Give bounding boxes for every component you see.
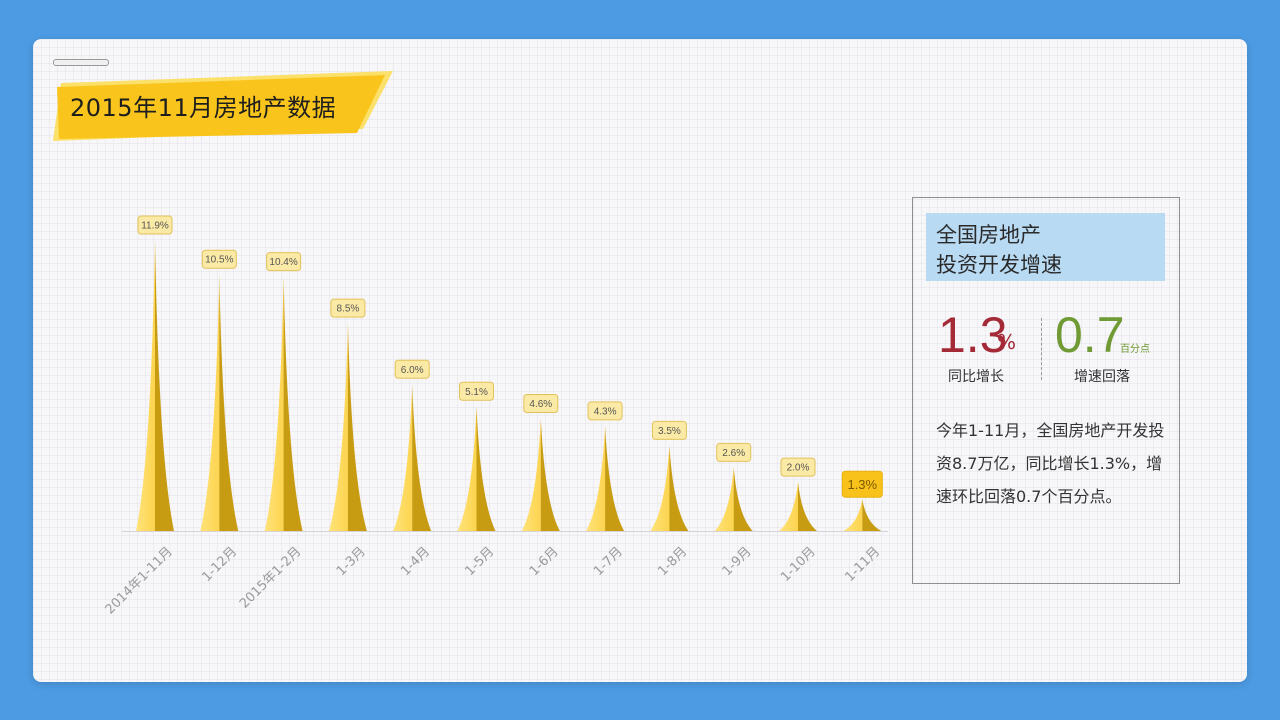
data-label-7: 4.6% — [529, 399, 552, 410]
bar-right-12 — [862, 499, 882, 531]
panel-heading-box — [926, 213, 1165, 281]
data-label-box-4 — [330, 298, 366, 318]
data-label-box-3 — [266, 252, 302, 272]
data-label-box-5 — [394, 359, 430, 379]
bar-right-6 — [476, 406, 496, 531]
data-label-box-11 — [780, 457, 816, 477]
bar-left-9 — [650, 445, 670, 531]
x-tick-label-1: 2014年1-11月 — [103, 544, 176, 617]
bar-chart: 11.9% 2014年1-11月 10.5% 1-12月 10.4% 2015年1-2月 8… — [103, 215, 888, 617]
data-label-box-2 — [201, 249, 237, 269]
summary-description: 今年1-11月，全国房地产开发投资8.7万亿，同比增长1.3%，增速环比回落0.… — [936, 421, 1165, 506]
bar-left-2 — [200, 274, 220, 531]
bar-right-1 — [155, 240, 174, 531]
data-label-3: 10.4% — [269, 257, 297, 268]
data-label-1: 11.9% — [141, 221, 169, 232]
data-label-11: 2.0% — [787, 463, 810, 474]
bar-left-8 — [586, 425, 606, 531]
bar-left-1 — [136, 240, 155, 531]
data-label-box-8 — [587, 401, 623, 421]
data-label-2: 10.5% — [205, 255, 233, 266]
stat-divider — [1041, 318, 1042, 380]
x-tick-label-12: 1-11月 — [842, 544, 883, 585]
x-tick-label-4: 1-3月 — [334, 544, 369, 579]
page-title: 2015年11月房地产数据 — [70, 94, 337, 122]
data-label-8: 4.3% — [594, 406, 617, 417]
data-label-box-9 — [651, 420, 687, 440]
data-label-10: 2.6% — [722, 448, 745, 459]
x-tick-label-11: 1-10月 — [778, 544, 819, 585]
x-tick-label-8: 1-7月 — [591, 544, 626, 579]
bar-right-10 — [733, 467, 753, 531]
data-label-12: 1.3% — [847, 477, 877, 492]
x-tick-label-6: 1-5月 — [463, 544, 498, 579]
bar-left-11 — [779, 482, 798, 531]
yoy-growth-value: 1.3 — [938, 307, 1008, 363]
data-label-box-12 — [841, 470, 883, 498]
data-label-5: 6.0% — [401, 365, 424, 376]
growth-decline-label: 增速回落 — [1074, 369, 1130, 385]
data-label-9: 3.5% — [658, 426, 681, 437]
bar-left-3 — [264, 276, 284, 531]
bar-left-10 — [714, 467, 734, 531]
content-card — [33, 39, 1247, 682]
x-tick-label-9: 1-8月 — [655, 544, 690, 579]
bar-left-6 — [457, 406, 477, 531]
bar-right-8 — [605, 425, 625, 531]
bar-right-7 — [540, 418, 560, 531]
growth-decline-value: 0.7 — [1055, 307, 1125, 363]
x-tick-label-10: 1-9月 — [720, 544, 755, 579]
bar-right-5 — [412, 384, 432, 531]
x-tick-label-5: 1-4月 — [398, 544, 433, 579]
yoy-growth-unit: % — [997, 330, 1017, 354]
data-label-box-6 — [459, 381, 494, 401]
x-tick-label-7: 1-6月 — [527, 544, 562, 579]
data-label-6: 5.1% — [465, 387, 488, 398]
x-tick-label-3: 2015年1-2月 — [237, 544, 304, 611]
panel-heading-line2: 投资开发增速 — [936, 253, 1062, 277]
data-label-box-7 — [523, 394, 559, 414]
bar-left-4 — [328, 323, 348, 531]
bar-left-7 — [521, 418, 541, 531]
data-label-4: 8.5% — [337, 304, 360, 315]
data-label-box-10 — [716, 442, 752, 462]
title-banner — [53, 71, 393, 141]
growth-decline-unit: 百分点 — [1120, 344, 1150, 355]
yoy-growth-label: 同比增长 — [948, 369, 1004, 385]
drag-handle — [53, 59, 109, 66]
data-label-box-1 — [137, 215, 173, 235]
summary-panel — [912, 197, 1180, 584]
bar-right-11 — [798, 482, 817, 531]
bar-left-12 — [843, 499, 863, 531]
bar-right-9 — [669, 445, 689, 531]
panel-heading-line1: 全国房地产 — [936, 223, 1041, 247]
bar-right-3 — [283, 276, 303, 531]
bar-right-4 — [347, 323, 367, 531]
x-tick-label-2: 1-12月 — [199, 544, 240, 585]
bar-left-5 — [393, 384, 413, 531]
bar-right-2 — [219, 274, 239, 531]
